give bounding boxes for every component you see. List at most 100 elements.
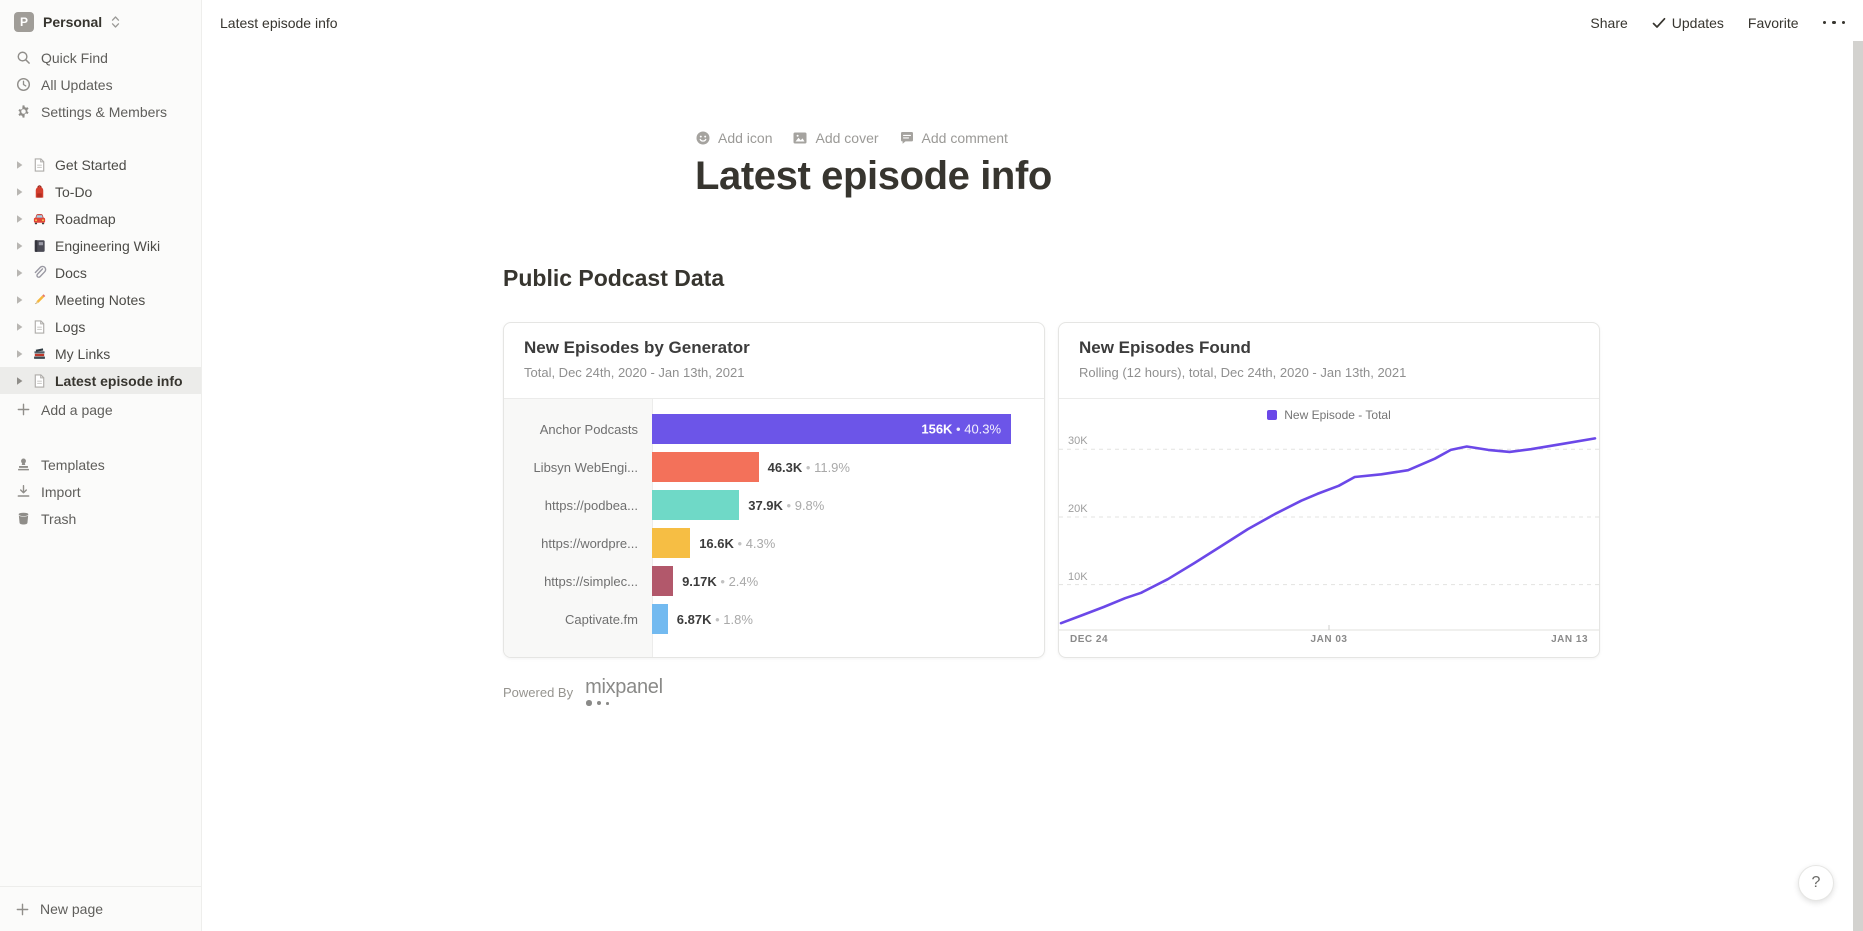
updates-button[interactable]: Updates xyxy=(1652,15,1724,31)
sidebar-item-label: Quick Find xyxy=(41,49,108,66)
line-chart-title: New Episodes Found xyxy=(1079,338,1251,357)
bar-row: https://simplec... 9.17K • 2.4% xyxy=(504,562,1044,600)
sidebar-item-import[interactable]: Import xyxy=(0,478,201,505)
add-comment-button[interactable]: Add comment xyxy=(899,130,1008,146)
sidebar-item-templates[interactable]: Templates xyxy=(0,451,201,478)
bar-chart-card[interactable]: New Episodes by Generator Total, Dec 24t… xyxy=(503,322,1045,658)
expand-toggle-icon[interactable] xyxy=(14,376,24,386)
bar-row: https://podbea... 37.9K • 9.8% xyxy=(504,486,1044,524)
bar-category-label: Captivate.fm xyxy=(565,611,638,627)
sidebar-item-my-links[interactable]: My Links xyxy=(0,340,201,367)
line-chart-legend: New Episode - Total xyxy=(1059,408,1599,422)
expand-toggle-icon[interactable] xyxy=(14,295,24,305)
bar-value-label: 156K • 40.3% xyxy=(921,421,1002,437)
sidebar-item-label: To-Do xyxy=(55,183,93,200)
workspace-switcher[interactable]: P Personal xyxy=(0,0,201,44)
search-icon xyxy=(15,50,31,66)
sidebar-item-label: Get Started xyxy=(55,156,127,173)
vertical-scrollbar[interactable] xyxy=(1853,41,1863,931)
bar-track: 9.17K • 2.4% xyxy=(652,566,1044,596)
line-chart-subtitle: Rolling (12 hours), total, Dec 24th, 202… xyxy=(1079,365,1407,380)
clock-icon xyxy=(15,77,31,93)
backpack-emoji xyxy=(31,183,48,200)
topbar: Latest episode info Share Updates Favori… xyxy=(202,0,1863,45)
line-chart-body: New Episode - Total 30K 20K 10K DEC 24 J… xyxy=(1059,399,1599,657)
help-button[interactable]: ? xyxy=(1798,865,1834,901)
add-icon-label: Add icon xyxy=(718,130,773,146)
expand-toggle-icon[interactable] xyxy=(14,241,24,251)
comment-icon xyxy=(899,130,915,146)
line-chart-card[interactable]: New Episodes Found Rolling (12 hours), t… xyxy=(1058,322,1600,658)
add-a-page-button[interactable]: Add a page xyxy=(0,396,201,423)
bar-chart-body: Anchor Podcasts 156K • 40.3% Libsyn WebEng… xyxy=(504,399,1044,657)
expand-toggle-icon[interactable] xyxy=(14,322,24,332)
line-chart-header: New Episodes Found Rolling (12 hours), t… xyxy=(1059,323,1599,399)
expand-toggle-icon[interactable] xyxy=(14,160,24,170)
paperclip-emoji xyxy=(31,264,48,281)
page-title[interactable]: Latest episode info xyxy=(695,154,1052,198)
sidebar-item-label: Templates xyxy=(41,456,105,473)
sidebar-item-roadmap[interactable]: Roadmap xyxy=(0,205,201,232)
checkmark-icon xyxy=(1652,17,1666,29)
updates-label: Updates xyxy=(1671,14,1724,31)
bar-fill xyxy=(652,452,759,482)
sidebar-item-label: All Updates xyxy=(41,76,113,93)
share-button[interactable]: Share xyxy=(1590,14,1628,31)
bar-row: https://wordpre... 16.6K • 4.3% xyxy=(504,524,1044,562)
bar-category-label: https://simplec... xyxy=(544,573,638,589)
legend-label: New Episode - Total xyxy=(1284,408,1391,422)
bar-track: 16.6K • 4.3% xyxy=(652,528,1044,558)
car-emoji xyxy=(31,210,48,227)
sidebar-item-trash[interactable]: Trash xyxy=(0,505,201,532)
chart-embeds-row: New Episodes by Generator Total, Dec 24t… xyxy=(503,322,1600,658)
sidebar-item-docs[interactable]: Docs xyxy=(0,259,201,286)
notebook-emoji xyxy=(31,237,48,254)
favorite-button[interactable]: Favorite xyxy=(1747,14,1799,31)
sidebar-item-label: My Links xyxy=(55,345,111,362)
bar-value-label: 37.9K • 9.8% xyxy=(748,497,825,513)
bar-fill xyxy=(652,490,740,520)
topbar-actions: Share Updates Favorite xyxy=(1590,15,1845,31)
sidebar-item-label: Docs xyxy=(55,264,87,281)
sidebar-item-all-updates[interactable]: All Updates xyxy=(0,71,201,98)
bar-fill xyxy=(652,566,674,596)
sidebar-item-label: Import xyxy=(41,483,81,500)
bar-fill xyxy=(652,604,668,634)
sidebar-item-logs[interactable]: Logs xyxy=(0,313,201,340)
sidebar-item-to-do[interactable]: To-Do xyxy=(0,178,201,205)
add-cover-button[interactable]: Add cover xyxy=(792,130,879,146)
x-axis-tick-label: JAN 13 xyxy=(1551,634,1588,645)
line-chart-svg xyxy=(1059,437,1599,631)
bar-row: Anchor Podcasts 156K • 40.3% xyxy=(504,410,1044,448)
new-page-button[interactable]: New page xyxy=(0,886,201,931)
sidebar-item-latest-episode-info[interactable]: Latest episode info xyxy=(0,367,201,394)
add-a-page-label: Add a page xyxy=(41,401,113,418)
bar-row: Libsyn WebEngi... 46.3K • 11.9% xyxy=(504,448,1044,486)
bar-track: 46.3K • 11.9% xyxy=(652,452,1044,482)
x-axis-tick-label: DEC 24 xyxy=(1070,634,1109,645)
image-icon xyxy=(792,130,808,146)
section-heading: Public Podcast Data xyxy=(503,265,725,291)
gear-icon xyxy=(15,104,31,120)
sidebar-item-engineering-wiki[interactable]: Engineering Wiki xyxy=(0,232,201,259)
sidebar-item-meeting-notes[interactable]: Meeting Notes xyxy=(0,286,201,313)
expand-toggle-icon[interactable] xyxy=(14,268,24,278)
document-icon xyxy=(31,372,48,389)
document-icon xyxy=(31,156,48,173)
expand-toggle-icon[interactable] xyxy=(14,214,24,224)
sidebar-item-label: Trash xyxy=(41,510,77,527)
more-options-button[interactable] xyxy=(1822,20,1845,25)
y-axis-tick-label: 30K xyxy=(1068,435,1088,447)
add-icon-button[interactable]: Add icon xyxy=(695,130,772,146)
sidebar-item-settings-members[interactable]: Settings & Members xyxy=(0,98,201,125)
sidebar-item-get-started[interactable]: Get Started xyxy=(0,151,201,178)
breadcrumb[interactable]: Latest episode info xyxy=(220,14,338,31)
expand-toggle-icon[interactable] xyxy=(14,349,24,359)
mixpanel-logo[interactable]: mixpanel xyxy=(585,676,663,708)
sidebar-item-label: Meeting Notes xyxy=(55,291,146,308)
sidebar-item-quick-find[interactable]: Quick Find xyxy=(0,44,201,71)
add-cover-label: Add cover xyxy=(815,130,879,146)
bar-chart-title: New Episodes by Generator xyxy=(524,338,750,357)
sidebar: P Personal Quick Find All Updates Settin… xyxy=(0,0,202,931)
expand-toggle-icon[interactable] xyxy=(14,187,24,197)
